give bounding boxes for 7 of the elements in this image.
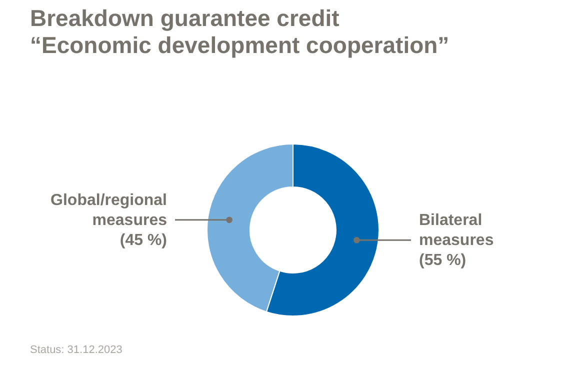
- data-label: (55 %): [419, 252, 466, 270]
- data-label: (45 %): [120, 232, 167, 249]
- slice-label: Global/regional measures: [50, 192, 168, 229]
- text: Status: 31.12.2023: [30, 344, 122, 356]
- chart-title: Breakdown guarantee credit: [30, 5, 340, 31]
- slice-label: Bilateral measures: [419, 212, 494, 250]
- chart-subtitle: “Economic development cooperation”: [30, 32, 450, 58]
